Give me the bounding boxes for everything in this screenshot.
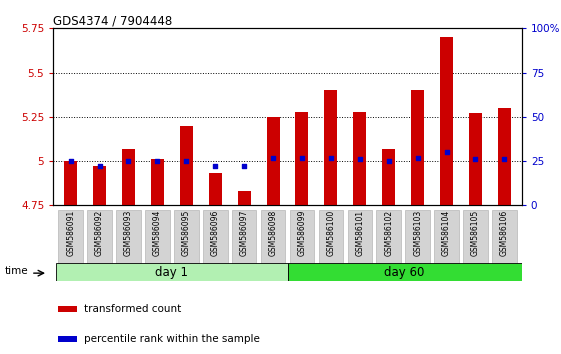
- Bar: [203, 210, 228, 264]
- Text: GSM586095: GSM586095: [182, 210, 191, 256]
- Bar: [463, 210, 488, 264]
- Bar: [434, 210, 459, 264]
- Bar: [382, 149, 395, 205]
- Bar: [469, 113, 482, 205]
- Point: [66, 158, 75, 164]
- Point: [327, 155, 335, 160]
- Text: percentile rank within the sample: percentile rank within the sample: [84, 334, 260, 344]
- Bar: [498, 108, 511, 205]
- Text: GSM586101: GSM586101: [355, 210, 364, 256]
- Bar: [56, 263, 287, 281]
- Bar: [209, 173, 222, 205]
- Text: GSM586100: GSM586100: [327, 210, 335, 256]
- Point: [182, 158, 191, 164]
- Bar: [116, 210, 141, 264]
- Text: GSM586106: GSM586106: [500, 210, 509, 256]
- Text: GSM586103: GSM586103: [413, 210, 422, 256]
- Point: [413, 155, 422, 160]
- Bar: [93, 166, 106, 205]
- Text: GSM586096: GSM586096: [211, 210, 220, 256]
- Text: GSM586097: GSM586097: [240, 210, 249, 256]
- Point: [500, 156, 509, 162]
- Bar: [238, 191, 251, 205]
- Bar: [296, 112, 309, 205]
- Text: day 60: day 60: [384, 266, 425, 279]
- Bar: [288, 263, 522, 281]
- Text: GSM586094: GSM586094: [153, 210, 162, 256]
- Bar: [324, 90, 337, 205]
- Point: [297, 155, 306, 160]
- Text: time: time: [4, 266, 28, 276]
- Point: [153, 158, 162, 164]
- Bar: [406, 210, 430, 264]
- Text: GSM586102: GSM586102: [384, 210, 393, 256]
- Text: GDS4374 / 7904448: GDS4374 / 7904448: [53, 14, 173, 27]
- Text: GSM586093: GSM586093: [124, 210, 133, 256]
- Bar: [122, 149, 135, 205]
- Bar: [64, 161, 77, 205]
- Bar: [58, 210, 83, 264]
- Bar: [58, 336, 77, 342]
- Text: day 1: day 1: [155, 266, 188, 279]
- Bar: [289, 210, 314, 264]
- Bar: [492, 210, 517, 264]
- Bar: [266, 117, 279, 205]
- Text: GSM586099: GSM586099: [297, 210, 306, 256]
- Text: GSM586091: GSM586091: [66, 210, 75, 256]
- Point: [269, 155, 278, 160]
- Point: [471, 156, 480, 162]
- Bar: [151, 159, 164, 205]
- Bar: [440, 37, 453, 205]
- Bar: [58, 306, 77, 312]
- Text: GSM586105: GSM586105: [471, 210, 480, 256]
- Point: [95, 164, 104, 169]
- Bar: [88, 210, 112, 264]
- Bar: [353, 112, 366, 205]
- Text: GSM586104: GSM586104: [442, 210, 451, 256]
- Point: [124, 158, 133, 164]
- Bar: [319, 210, 343, 264]
- Bar: [232, 210, 256, 264]
- Point: [384, 158, 393, 164]
- Text: GSM586098: GSM586098: [269, 210, 278, 256]
- Bar: [180, 126, 193, 205]
- Text: GSM586092: GSM586092: [95, 210, 104, 256]
- Point: [442, 149, 451, 155]
- Bar: [174, 210, 199, 264]
- Point: [355, 156, 364, 162]
- Point: [240, 164, 249, 169]
- Point: [211, 164, 220, 169]
- Bar: [145, 210, 169, 264]
- Bar: [261, 210, 286, 264]
- Bar: [411, 90, 424, 205]
- Bar: [376, 210, 401, 264]
- Text: transformed count: transformed count: [84, 304, 181, 314]
- Bar: [347, 210, 372, 264]
